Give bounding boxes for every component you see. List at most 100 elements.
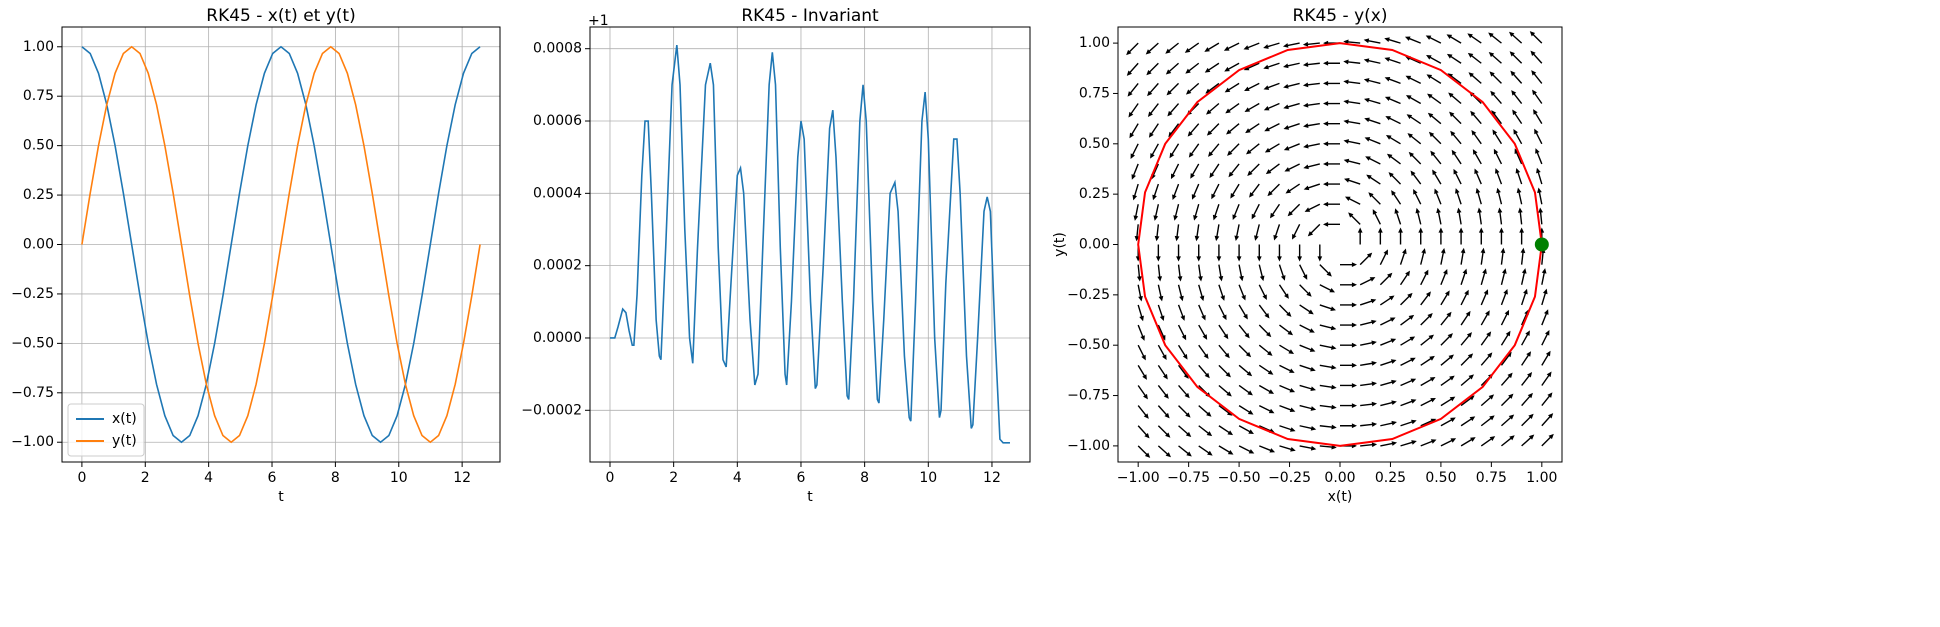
quiver-arrow — [1323, 161, 1340, 167]
quiver-arrow — [1206, 123, 1220, 136]
quiver-arrow — [1440, 438, 1457, 447]
quiver-arrow — [1420, 291, 1431, 306]
quiver-arrow — [1363, 38, 1381, 44]
x-tick-label: 10 — [919, 470, 937, 486]
quiver-arrow — [1541, 309, 1549, 326]
quiver-arrow — [1521, 392, 1533, 407]
quiver-arrow — [1521, 351, 1532, 366]
quiver-arrow — [1541, 433, 1554, 447]
y-tick-label: 0.50 — [23, 138, 54, 154]
quiver-arrow — [1541, 329, 1550, 346]
quiver-arrow — [1480, 268, 1487, 285]
quiver-arrow — [1511, 90, 1523, 104]
quiver-arrow — [1400, 336, 1416, 346]
quiver-arrow — [1216, 244, 1222, 262]
quiver-arrow — [1513, 128, 1523, 145]
quiver-arrow — [1440, 290, 1450, 306]
quiver-arrow — [1218, 384, 1232, 397]
quiver-arrow — [1380, 317, 1396, 326]
quiver-arrow — [1283, 102, 1300, 110]
quiver-arrow — [1420, 248, 1426, 265]
quiver-arrow — [1495, 168, 1503, 185]
quiver-arrow — [1299, 384, 1316, 392]
quiver-arrow — [1150, 143, 1159, 159]
quiver-arrow — [1400, 399, 1417, 407]
quiver-arrow — [1517, 207, 1523, 225]
quiver-arrow — [1541, 392, 1553, 407]
quiver-arrow — [1427, 112, 1442, 125]
quiver-arrow — [1198, 324, 1208, 340]
x-tick-label: 0.25 — [1375, 470, 1406, 486]
quiver-arrow — [1408, 151, 1422, 165]
quiver-arrow — [1155, 244, 1161, 262]
quiver-arrow — [1279, 364, 1295, 373]
quiver-arrow — [1283, 143, 1300, 151]
quiver-arrow — [1236, 244, 1242, 262]
quiver-arrow — [1509, 51, 1523, 64]
quiver-arrow — [1157, 445, 1171, 458]
quiver-arrow — [1299, 304, 1314, 315]
quiver-arrow — [1405, 56, 1422, 64]
quiver-arrow — [1243, 42, 1260, 50]
quiver-arrow — [1474, 168, 1482, 185]
quiver-arrow — [1500, 288, 1508, 306]
quiver-arrow — [1319, 364, 1337, 370]
quiver-arrow — [1384, 76, 1401, 85]
y-tick-label: 0.0004 — [533, 185, 582, 201]
quiver-arrow — [1173, 204, 1180, 221]
quiver-arrow — [1323, 201, 1340, 207]
quiver-arrow — [1500, 247, 1506, 265]
quiver-arrow — [1178, 445, 1192, 457]
quiver-arrow — [1477, 207, 1482, 225]
quiver-arrow — [1500, 414, 1515, 427]
quiver-arrow — [1218, 425, 1234, 436]
quiver-arrow — [1205, 82, 1220, 94]
x-tick-label: 2 — [669, 470, 678, 486]
quiver-arrow — [1515, 167, 1523, 185]
quiver-arrow — [1520, 268, 1527, 285]
quiver-arrow — [1440, 396, 1456, 407]
x-axis-label: x(t) — [1328, 489, 1353, 505]
quiver-arrow — [1177, 264, 1183, 282]
legend-label: y(t) — [112, 433, 137, 449]
quiver-arrow — [1185, 82, 1200, 95]
data-line — [81, 45, 481, 444]
quiver-arrow — [1530, 50, 1543, 64]
quiver-arrow — [1299, 404, 1317, 411]
quiver-arrow — [1165, 62, 1180, 75]
quiver-arrow — [1480, 394, 1495, 407]
quiver-arrow — [1278, 284, 1289, 299]
quiver-arrow — [1368, 192, 1381, 205]
y-tick-label: −1.00 — [1067, 438, 1110, 454]
quiver-arrow — [1228, 163, 1240, 178]
y-tick-label: −0.50 — [1067, 337, 1110, 353]
quiver-arrow — [1426, 54, 1442, 64]
quiver-arrow — [1360, 340, 1377, 346]
x-axis-label: t — [278, 489, 284, 505]
quiver-arrow — [1455, 188, 1462, 205]
quiver-arrow — [1304, 203, 1321, 212]
quiver-arrow — [1206, 102, 1220, 115]
quiver-arrow — [1258, 324, 1272, 338]
quiver-arrow — [1302, 102, 1320, 108]
quiver-arrow — [1343, 79, 1361, 85]
quiver-arrow — [1258, 264, 1265, 282]
quiver-arrow — [1458, 227, 1464, 245]
quiver-arrow — [1285, 183, 1301, 194]
quiver-arrow — [1418, 227, 1424, 245]
quiver-arrow — [1415, 207, 1422, 225]
quiver-arrow — [1366, 174, 1381, 185]
quiver-arrow — [1244, 82, 1260, 91]
quiver-arrow — [1399, 270, 1410, 286]
quiver-arrow — [1456, 207, 1462, 225]
quiver-arrow — [1238, 264, 1244, 282]
y-tick-label: 0.50 — [1079, 136, 1110, 152]
quiver-arrow — [1126, 62, 1139, 76]
quiver-arrow — [1426, 74, 1442, 84]
quiver-arrow — [1377, 227, 1383, 245]
quiver-arrow — [1258, 384, 1275, 394]
quiver-arrow — [1170, 163, 1180, 180]
quiver-arrow — [1357, 227, 1363, 245]
quiver-arrow — [1448, 92, 1462, 105]
data-line — [609, 44, 1010, 444]
